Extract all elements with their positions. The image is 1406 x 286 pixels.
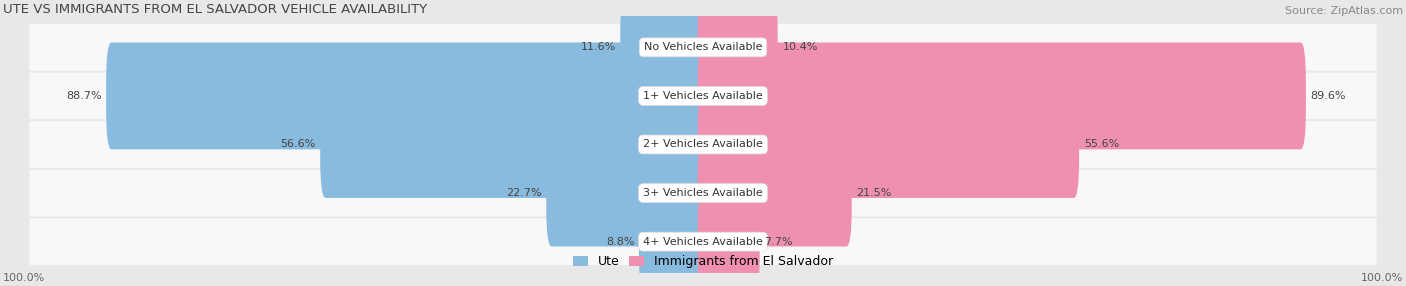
FancyBboxPatch shape bbox=[638, 188, 709, 286]
Text: 7.7%: 7.7% bbox=[765, 237, 793, 247]
FancyBboxPatch shape bbox=[30, 218, 1376, 265]
FancyBboxPatch shape bbox=[321, 91, 709, 198]
Legend: Ute, Immigrants from El Salvador: Ute, Immigrants from El Salvador bbox=[568, 250, 838, 273]
Text: 89.6%: 89.6% bbox=[1310, 91, 1346, 101]
Text: 21.5%: 21.5% bbox=[856, 188, 891, 198]
FancyBboxPatch shape bbox=[697, 43, 1306, 149]
FancyBboxPatch shape bbox=[547, 140, 709, 247]
Text: No Vehicles Available: No Vehicles Available bbox=[644, 42, 762, 52]
Text: 8.8%: 8.8% bbox=[606, 237, 634, 247]
Text: 100.0%: 100.0% bbox=[1361, 273, 1403, 283]
Text: Source: ZipAtlas.com: Source: ZipAtlas.com bbox=[1285, 6, 1403, 16]
Text: 4+ Vehicles Available: 4+ Vehicles Available bbox=[643, 237, 763, 247]
FancyBboxPatch shape bbox=[30, 24, 1376, 71]
FancyBboxPatch shape bbox=[30, 73, 1376, 119]
FancyBboxPatch shape bbox=[697, 188, 759, 286]
Text: 100.0%: 100.0% bbox=[3, 273, 45, 283]
FancyBboxPatch shape bbox=[105, 43, 709, 149]
FancyBboxPatch shape bbox=[620, 0, 709, 101]
Text: 22.7%: 22.7% bbox=[506, 188, 541, 198]
FancyBboxPatch shape bbox=[697, 91, 1080, 198]
FancyBboxPatch shape bbox=[30, 121, 1376, 168]
Text: 56.6%: 56.6% bbox=[280, 140, 315, 150]
Text: 55.6%: 55.6% bbox=[1084, 140, 1119, 150]
Text: 3+ Vehicles Available: 3+ Vehicles Available bbox=[643, 188, 763, 198]
Text: 1+ Vehicles Available: 1+ Vehicles Available bbox=[643, 91, 763, 101]
Text: 11.6%: 11.6% bbox=[581, 42, 616, 52]
FancyBboxPatch shape bbox=[30, 170, 1376, 217]
Text: UTE VS IMMIGRANTS FROM EL SALVADOR VEHICLE AVAILABILITY: UTE VS IMMIGRANTS FROM EL SALVADOR VEHIC… bbox=[3, 3, 427, 16]
Text: 10.4%: 10.4% bbox=[782, 42, 818, 52]
FancyBboxPatch shape bbox=[697, 0, 778, 101]
FancyBboxPatch shape bbox=[697, 140, 852, 247]
Text: 2+ Vehicles Available: 2+ Vehicles Available bbox=[643, 140, 763, 150]
Text: 88.7%: 88.7% bbox=[66, 91, 101, 101]
